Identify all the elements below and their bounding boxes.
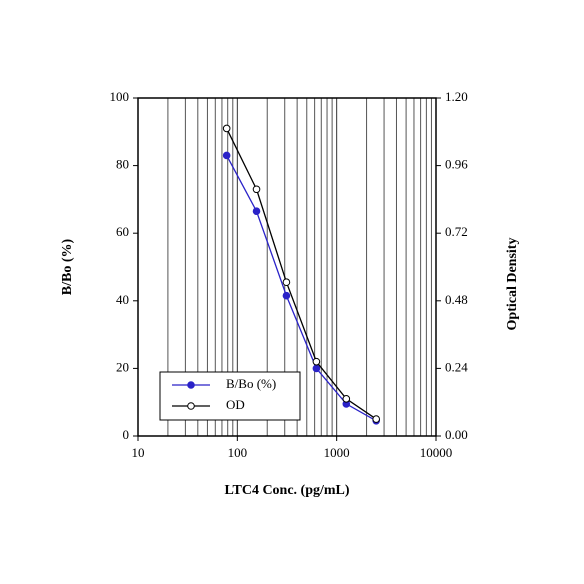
data-point	[312, 364, 321, 373]
y-tick-label: 60	[116, 224, 129, 239]
y2-tick-label: 0.24	[445, 359, 468, 374]
data-point	[252, 185, 261, 194]
x-tick-label: 1000	[324, 445, 350, 460]
legend-label: OD	[226, 397, 245, 412]
y2-tick-label: 0.72	[445, 224, 468, 239]
data-point	[222, 124, 231, 133]
legend-marker	[187, 402, 195, 410]
data-point	[282, 291, 291, 300]
series-line	[226, 155, 377, 422]
y2-tick-label: 0.96	[445, 157, 468, 172]
y-tick-label: 80	[116, 157, 129, 172]
data-point	[372, 415, 380, 423]
series-line	[226, 128, 377, 420]
y-tick-label: 20	[116, 359, 129, 374]
x-tick-label: 10000	[420, 445, 453, 460]
data-point	[342, 395, 351, 403]
data-point	[312, 357, 321, 366]
y-tick-label: 40	[116, 292, 129, 307]
y2-axis-label: Optical Density	[505, 238, 520, 331]
legend-box	[159, 371, 301, 421]
y2-tick-label: 0.00	[445, 427, 468, 442]
data-point	[222, 151, 231, 160]
y-axis-label: B/Bo (%)	[60, 238, 75, 295]
legend-marker	[187, 381, 195, 389]
plot-frame	[137, 97, 437, 437]
y2-tick-label: 0.48	[445, 292, 468, 307]
x-tick-label: 100	[228, 445, 248, 460]
data-point	[252, 207, 261, 216]
y2-tick-label: 1.20	[445, 89, 468, 104]
y-tick-label: 100	[110, 89, 130, 104]
legend-label: B/Bo (%)	[226, 376, 276, 391]
x-axis-label: LTC4 Conc. (pg/mL)	[224, 483, 349, 498]
x-tick-label: 10	[132, 445, 145, 460]
data-point	[282, 278, 291, 287]
y-tick-label: 0	[123, 427, 130, 442]
